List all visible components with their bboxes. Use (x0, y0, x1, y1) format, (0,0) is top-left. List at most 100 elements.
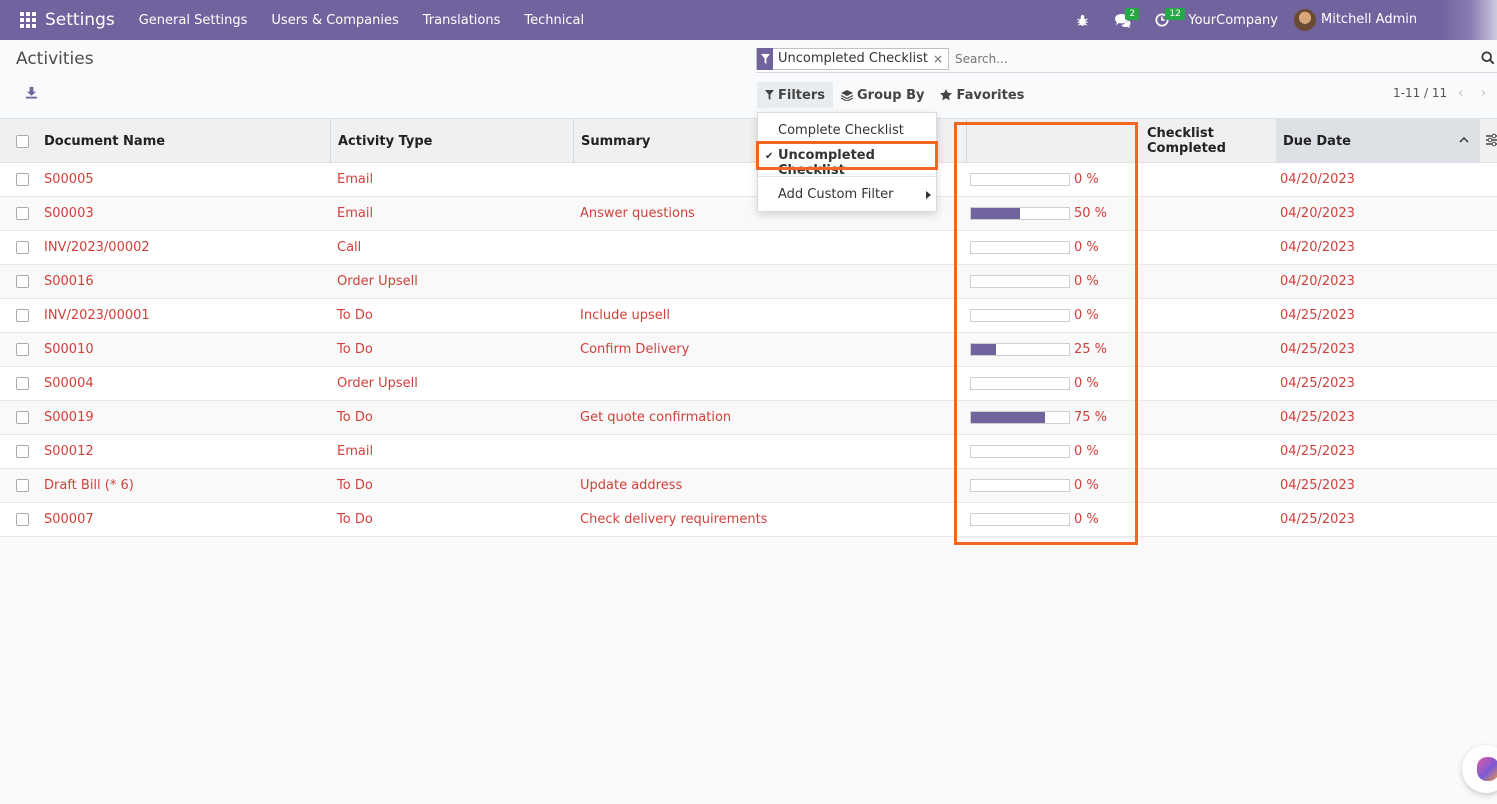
table-row[interactable]: S00007 To Do Check delivery requirements 0 … (0, 503, 1497, 537)
messages-chat-icon[interactable]: 2 (1111, 0, 1140, 40)
cell-document-name[interactable]: S00007 (44, 512, 94, 527)
cell-document-name[interactable]: S00010 (44, 342, 94, 357)
row-checkbox[interactable] (16, 343, 29, 356)
menu-technical[interactable]: Technical (524, 12, 585, 28)
cell-document-name[interactable]: S00004 (44, 376, 94, 391)
groupby-button[interactable]: Group By (833, 82, 932, 108)
filter-complete-checklist[interactable]: Complete Checklist (778, 123, 904, 138)
progress-bar (970, 513, 1070, 526)
pager-value[interactable]: 1-11 / 11 (1393, 86, 1448, 100)
cell-due-date: 04/25/2023 (1280, 376, 1355, 391)
table-row[interactable]: S00005 Email 0 % 04/20/2023 (0, 163, 1497, 197)
cell-summary: Answer questions (580, 206, 695, 221)
cell-due-date: 04/20/2023 (1280, 172, 1355, 187)
favorites-button[interactable]: Favorites (932, 82, 1032, 108)
cell-document-name[interactable]: S00019 (44, 410, 94, 425)
page-title: Activities (16, 49, 94, 69)
app-name[interactable]: Settings (45, 10, 115, 30)
filter-facet-icon (757, 47, 773, 70)
cell-document-name[interactable]: INV/2023/00002 (44, 240, 150, 255)
row-checkbox[interactable] (16, 309, 29, 322)
col-document-name[interactable]: Document Name (44, 133, 166, 149)
cell-document-name[interactable]: S00016 (44, 274, 94, 289)
add-custom-filter[interactable]: Add Custom Filter (778, 187, 894, 202)
table-row[interactable]: S00012 Email 0 % 04/25/2023 (0, 435, 1497, 469)
progress-bar (970, 207, 1070, 220)
table-row[interactable]: S00003 Email Answer questions 50 % 04/20/202… (0, 197, 1497, 231)
row-checkbox[interactable] (16, 445, 29, 458)
table-row[interactable]: S00019 To Do Get quote confirmation 75 % 04/… (0, 401, 1497, 435)
row-checkbox[interactable] (16, 377, 29, 390)
cell-due-date: 04/25/2023 (1280, 342, 1355, 357)
row-checkbox[interactable] (16, 241, 29, 254)
progress-bar (970, 173, 1070, 186)
table-row[interactable]: S00010 To Do Confirm Delivery 25 % 04/25/202… (0, 333, 1497, 367)
progress-value: 0 % (1074, 274, 1099, 289)
search-facet: Uncompleted Checklist × (756, 47, 950, 70)
facet-remove-icon[interactable]: × (932, 51, 944, 66)
progress-value: 0 % (1074, 512, 1099, 527)
cell-summary: Include upsell (580, 308, 670, 323)
user-avatar[interactable] (1294, 9, 1316, 31)
cell-document-name[interactable]: S00003 (44, 206, 94, 221)
cell-document-name[interactable]: Draft Bill (* 6) (44, 478, 134, 493)
menu-users-companies[interactable]: Users & Companies (271, 12, 399, 28)
table-row[interactable]: Draft Bill (* 6) To Do Update address 0 % 04… (0, 469, 1497, 503)
cell-due-date: 04/25/2023 (1280, 512, 1355, 527)
filters-button[interactable]: Filters (757, 82, 833, 108)
pager-previous-icon[interactable]: ‹ (1458, 86, 1464, 101)
company-switcher[interactable]: YourCompany (1188, 12, 1278, 28)
optional-columns-icon[interactable] (1486, 133, 1497, 151)
groupby-label: Group By (856, 87, 925, 103)
progress-bar (970, 377, 1070, 390)
cell-checklist-progress: 0 % (970, 503, 1099, 536)
filter-uncompleted-checklist[interactable]: Uncompleted Checklist (778, 148, 875, 178)
user-menu[interactable]: Mitchell Admin (1321, 0, 1497, 40)
cell-document-name[interactable]: S00005 (44, 172, 94, 187)
sort-ascending-icon (1459, 136, 1469, 143)
cell-checklist-progress: 50 % (970, 197, 1107, 230)
facet-label: Uncompleted Checklist (778, 51, 928, 66)
search-input[interactable] (955, 51, 1456, 66)
assistant-bubble[interactable] (1462, 745, 1497, 793)
col-checklist-completed[interactable]: Checklist Completed (1147, 126, 1226, 156)
row-checkbox[interactable] (16, 411, 29, 424)
activities-clock-icon[interactable]: 12 (1151, 0, 1185, 40)
table-row[interactable]: INV/2023/00001 To Do Include upsell 0 % 04/2… (0, 299, 1497, 333)
menu-translations[interactable]: Translations (422, 12, 501, 28)
progress-value: 50 % (1074, 206, 1108, 221)
debug-bug-icon[interactable] (1071, 0, 1093, 40)
cell-document-name[interactable]: S00012 (44, 444, 94, 459)
cell-checklist-progress: 0 % (970, 367, 1099, 400)
row-checkbox[interactable] (16, 207, 29, 220)
col-activity-type[interactable]: Activity Type (330, 119, 577, 163)
menu-general-settings[interactable]: General Settings (138, 12, 248, 28)
table-row[interactable]: S00016 Order Upsell 0 % 04/20/2023 (0, 265, 1497, 299)
table-body: S00005 Email 0 % 04/20/2023 S00003 Email Answe… (0, 163, 1497, 537)
select-all-checkbox[interactable] (16, 135, 29, 148)
row-checkbox[interactable] (16, 479, 29, 492)
row-checkbox[interactable] (16, 513, 29, 526)
table-header: Document Name Activity Type Summary Chec… (0, 118, 1497, 163)
cell-activity-type: To Do (337, 478, 373, 493)
row-checkbox[interactable] (16, 173, 29, 186)
filters-label: Filters (778, 87, 825, 103)
row-checkbox[interactable] (16, 275, 29, 288)
table-row[interactable]: INV/2023/00002 Call 0 % 04/20/2023 (0, 231, 1497, 265)
apps-menu-icon[interactable] (16, 10, 40, 30)
cell-due-date: 04/25/2023 (1280, 444, 1355, 459)
cell-checklist-progress: 0 % (970, 231, 1099, 264)
filters-dropdown: Complete Checklist ✔ Uncompleted Checkli… (757, 112, 937, 212)
cell-activity-type: Order Upsell (337, 274, 418, 289)
table-row[interactable]: S00004 Order Upsell 0 % 04/25/2023 (0, 367, 1497, 401)
col-due-date[interactable]: Due Date (1276, 119, 1480, 163)
cell-document-name[interactable]: INV/2023/00001 (44, 308, 150, 323)
download-icon[interactable] (25, 86, 39, 100)
col-summary[interactable]: Summary (573, 119, 966, 163)
progress-fill (971, 412, 1045, 423)
pager-next-icon[interactable]: › (1481, 86, 1487, 101)
cell-checklist-progress: 0 % (970, 163, 1099, 196)
col-checklist-progress[interactable] (966, 119, 1140, 163)
cell-summary: Check delivery requirements (580, 512, 768, 527)
search-icon[interactable] (1481, 51, 1495, 69)
